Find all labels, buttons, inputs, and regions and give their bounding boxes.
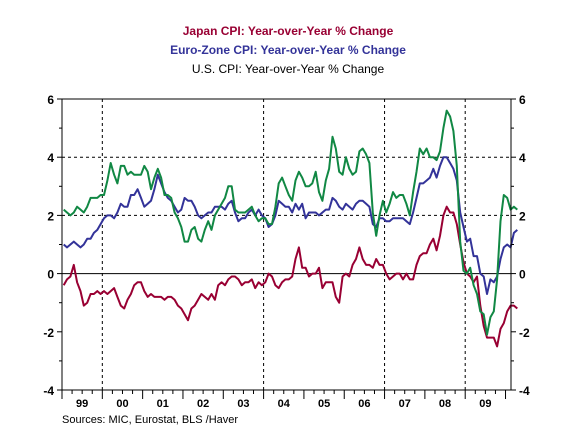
y-tick-label-right: 6	[519, 93, 526, 107]
y-tick-label-left: 6	[47, 93, 54, 107]
x-year-label: 01	[157, 398, 169, 410]
y-tick-label-right: -2	[519, 326, 530, 340]
x-year-label: 07	[399, 398, 411, 410]
y-tick-label-right: 2	[519, 209, 526, 223]
y-tick-label-left: 2	[47, 209, 54, 223]
grid	[62, 99, 511, 390]
x-year-label: 00	[116, 398, 128, 410]
series-lines	[62, 109, 518, 348]
series-line-euro	[63, 156, 518, 295]
x-year-label: 06	[358, 398, 370, 410]
x-year-label: 03	[237, 398, 249, 410]
y-tick-label-left: 0	[47, 268, 54, 282]
source-note: Sources: MIC, Eurostat, BLS /Haver	[62, 414, 239, 426]
x-year-label: 05	[318, 398, 330, 410]
x-year-label: 02	[197, 398, 209, 410]
series-line-japan	[62, 205, 518, 348]
x-year-label: 09	[479, 398, 491, 410]
plot-frame	[61, 98, 512, 391]
y-tick-label-left: 4	[47, 151, 54, 165]
x-year-label: 04	[278, 398, 291, 410]
y-tick-label-right: 4	[519, 151, 526, 165]
japan-title: Japan CPI: Year-over-Year % Change	[182, 24, 394, 38]
euro-title: Euro-Zone CPI: Year-over-Year % Change	[170, 43, 406, 57]
y-tick-label-left: -2	[43, 326, 54, 340]
us-title: U.S. CPI: Year-over-Year % Change	[191, 62, 385, 76]
y-tick-label-left: -4	[43, 384, 54, 398]
x-year-label: 08	[439, 398, 451, 410]
x-year-label: 99	[76, 398, 88, 410]
axes: -4 -4-2 -20 02 24 46 699 00 01 02 03 04 05 06 07 08 09	[43, 93, 530, 410]
y-tick-label-right: -4	[519, 384, 530, 398]
y-tick-label-right: 0	[519, 268, 526, 282]
series-line-us	[63, 109, 518, 336]
